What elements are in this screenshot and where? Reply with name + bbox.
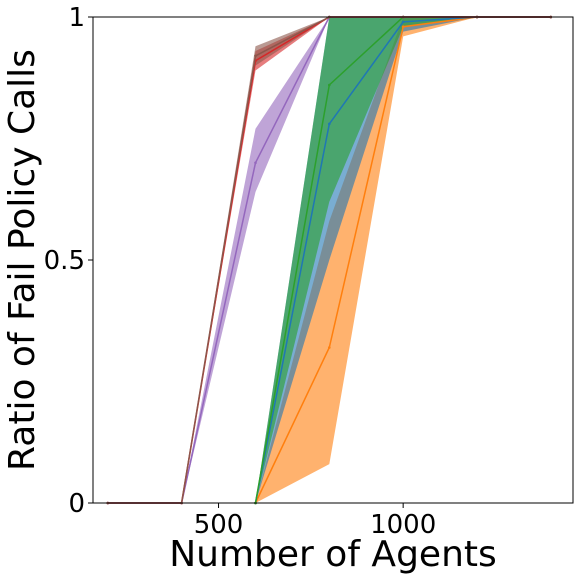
series-1-point <box>328 346 331 349</box>
series-4-point <box>254 161 257 165</box>
series-6-point <box>254 54 257 58</box>
series-3-point <box>328 83 331 87</box>
confidence-bands <box>107 17 551 503</box>
y-tick-label: 0 <box>68 489 85 519</box>
y-axis-label: Ratio of Fail Policy Calls <box>2 49 43 471</box>
series-2-point <box>328 122 331 126</box>
x-axis-label: Number of Agents <box>169 534 497 575</box>
series-1-band <box>255 17 551 503</box>
ticks: 500 1000 0 0.5 1 <box>44 3 437 540</box>
x-tick-label: 500 <box>194 510 244 540</box>
y-tick-label: 1 <box>68 3 85 33</box>
series-1-point <box>401 25 405 29</box>
series-3-band <box>255 17 551 503</box>
x-tick-label: 1000 <box>370 510 436 540</box>
series-2-point <box>401 20 405 24</box>
y-tick-label: 0.5 <box>44 246 85 276</box>
